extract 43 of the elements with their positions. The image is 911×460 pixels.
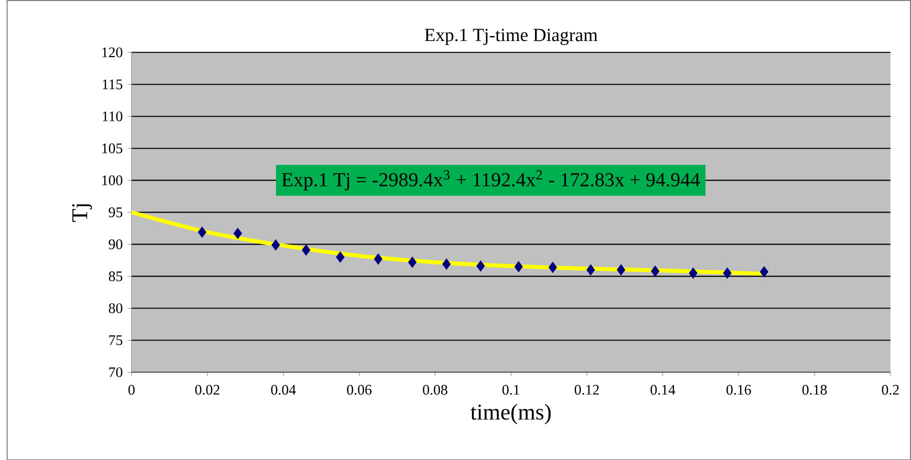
point bbox=[374, 253, 382, 264]
point bbox=[723, 267, 732, 278]
x-tick-label: 0.12 bbox=[574, 384, 599, 395]
point bbox=[548, 262, 557, 273]
point bbox=[650, 265, 660, 277]
point bbox=[302, 244, 310, 256]
point bbox=[408, 256, 417, 268]
point bbox=[688, 267, 698, 278]
x-axis-title: time(ms) bbox=[470, 404, 551, 424]
y-tick-label: 100 bbox=[102, 175, 122, 186]
y-tick-label: 70 bbox=[109, 367, 122, 377]
point bbox=[760, 266, 768, 278]
point bbox=[271, 239, 280, 250]
annotation: Exp.1 Tj = -2989.4x$^{3}$ + 1192.4x$^{2}$ - 172.83x + 94.944 bbox=[282, 170, 700, 190]
point bbox=[476, 260, 485, 272]
x-tick-label: 0 bbox=[128, 384, 135, 395]
point bbox=[442, 258, 451, 270]
y-tick-label: 115 bbox=[102, 79, 122, 90]
y-tick-label: 105 bbox=[102, 143, 122, 154]
x-tick-label: 0.1 bbox=[502, 384, 520, 395]
chart-title: Exp.1 Tj-time Diagram bbox=[424, 28, 598, 45]
y-tick-label: 110 bbox=[102, 111, 122, 122]
x-tick-label: 0.14 bbox=[650, 384, 676, 395]
y-tick-label: 75 bbox=[109, 335, 122, 345]
point bbox=[586, 264, 595, 276]
y-axis-title: Tj bbox=[72, 204, 92, 222]
x-tick-label: 0.04 bbox=[271, 384, 296, 395]
y-tick-label: 120 bbox=[102, 47, 122, 58]
point bbox=[336, 251, 344, 262]
x-tick-label: 0.08 bbox=[422, 384, 448, 395]
x-tick-label: 0.18 bbox=[802, 384, 827, 395]
point bbox=[514, 260, 523, 272]
point bbox=[198, 226, 206, 238]
y-tick-label: 90 bbox=[108, 239, 122, 250]
x-tick-label: 0.06 bbox=[347, 384, 372, 395]
point bbox=[234, 228, 242, 239]
x-tick-label: 0.16 bbox=[726, 384, 751, 395]
x-tick-label: 0.02 bbox=[195, 384, 220, 395]
x-tick-label: 0.2 bbox=[882, 384, 899, 395]
y-tick-label: 85 bbox=[108, 271, 122, 282]
y-tick-label: 95 bbox=[108, 207, 122, 218]
point bbox=[616, 264, 626, 276]
y-tick-label: 80 bbox=[108, 303, 122, 314]
